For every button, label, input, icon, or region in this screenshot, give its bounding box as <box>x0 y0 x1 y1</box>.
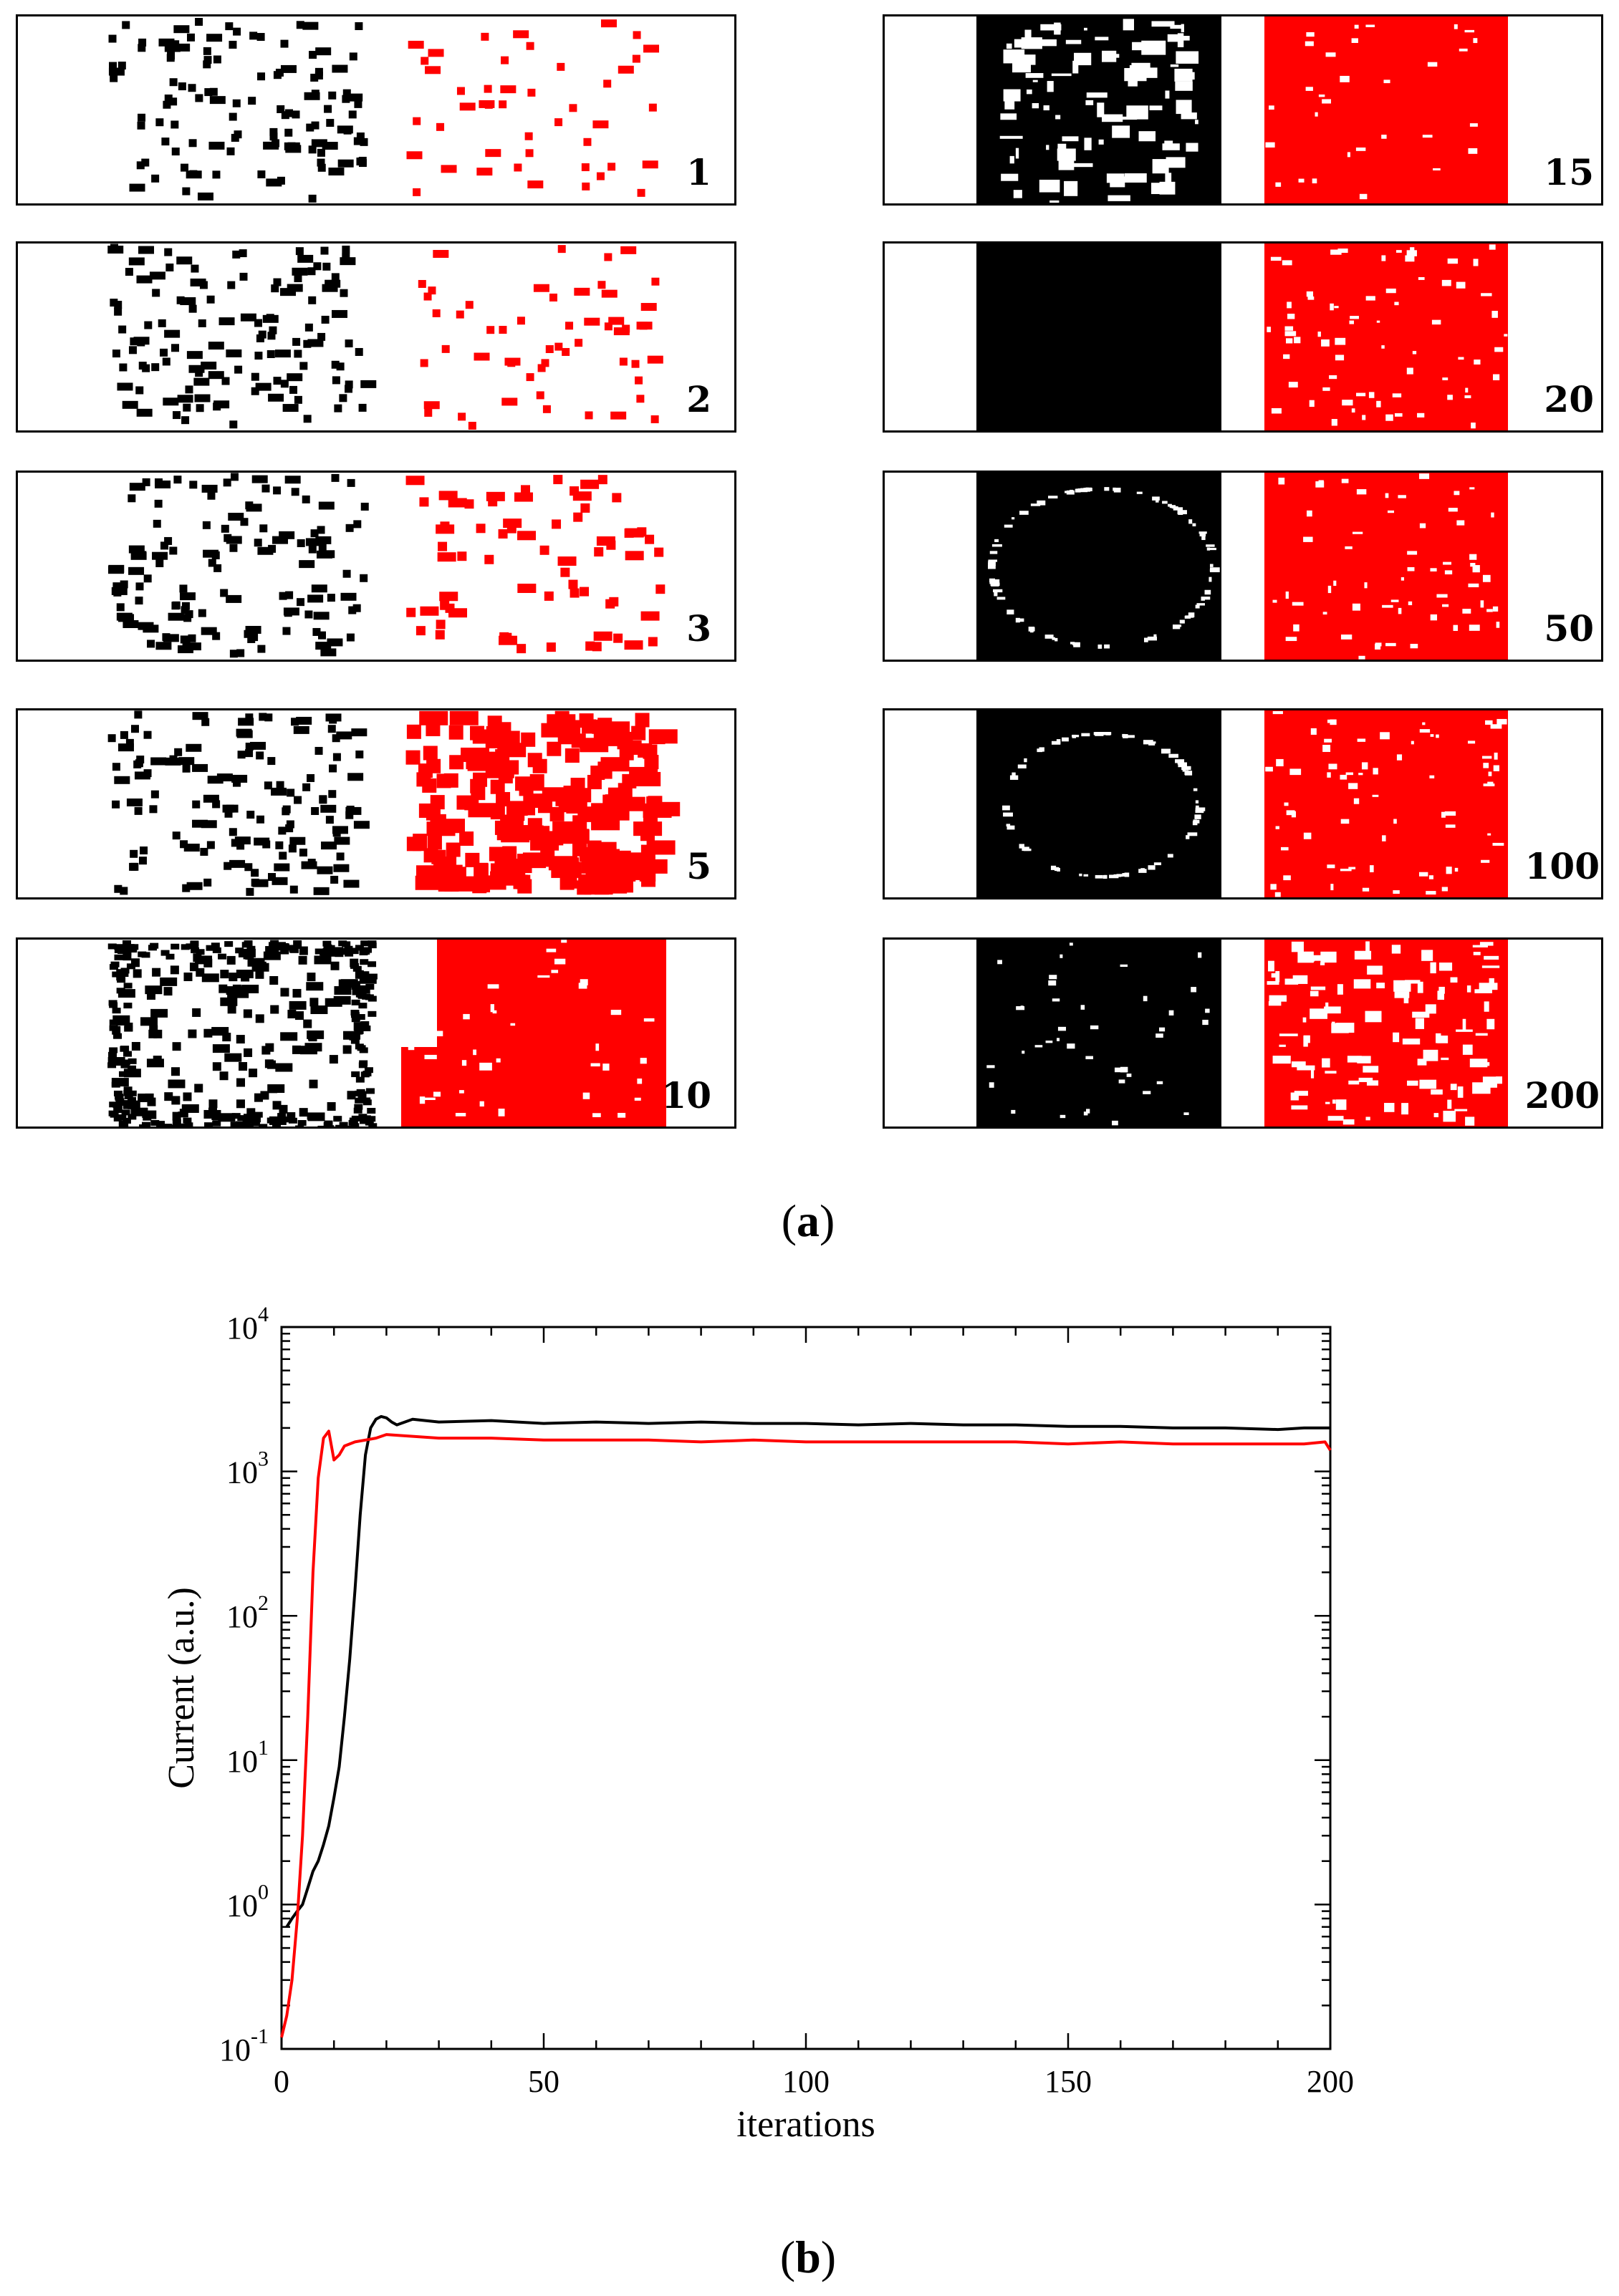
snapshot-image <box>107 710 681 896</box>
iteration-label: 100 <box>1524 845 1600 887</box>
series-line-red <box>280 1429 1332 2038</box>
y-tick-base: 10 <box>226 1888 258 1923</box>
iteration-label: 1 <box>686 151 711 193</box>
caption-b-open: ( <box>779 2232 796 2282</box>
snapshot-panel-iter-3: 3 <box>16 471 736 662</box>
caption-a-letter: a <box>797 1195 820 1246</box>
series-line-black <box>285 1414 1330 1928</box>
snapshot-image <box>976 243 1508 430</box>
iteration-label: 50 <box>1544 607 1594 650</box>
x-tick-label: 0 <box>274 2064 289 2099</box>
x-tick-label: 100 <box>782 2064 830 2099</box>
series-layer <box>280 1414 1332 2038</box>
y-tick-base: 10 <box>226 1599 258 1634</box>
snapshot-image <box>976 710 1508 897</box>
y-tick-label: 10-1 <box>219 2025 269 2068</box>
caption-b-letter: b <box>795 2232 821 2282</box>
caption-a: (a) <box>736 1195 880 1248</box>
snapshot-image <box>976 16 1508 203</box>
y-tick-exponent: 0 <box>258 1880 269 1904</box>
y-tick-exponent: 1 <box>258 1736 269 1760</box>
iteration-label: 10 <box>661 1074 711 1116</box>
y-tick-exponent: 2 <box>258 1591 269 1615</box>
snapshot-image <box>108 17 660 203</box>
y-tick-base: 10 <box>219 2032 251 2068</box>
x-tick-label: 50 <box>528 2064 559 2099</box>
snapshot-panel-iter-100: 100 <box>883 708 1603 899</box>
snapshot-image <box>976 940 1508 1127</box>
y-tick-base: 10 <box>226 1455 258 1490</box>
y-tick-label: 103 <box>226 1447 269 1490</box>
x-axis: 0 50 100 150 200 <box>274 1327 1354 2099</box>
x-tick-label: 200 <box>1307 2064 1354 2099</box>
snapshot-image <box>107 940 666 1127</box>
iteration-label: 5 <box>686 845 711 887</box>
y-tick-label: 102 <box>226 1591 269 1634</box>
snapshot-panel-iter-1: 1 <box>16 14 736 206</box>
iteration-label: 200 <box>1524 1074 1600 1116</box>
y-tick-exponent: -1 <box>251 2025 269 2048</box>
y-tick-base: 10 <box>226 1311 258 1346</box>
snapshot-panel-iter-10: 10 <box>16 937 736 1129</box>
y-tick-exponent: 4 <box>258 1303 269 1326</box>
snapshot-panel-iter-15: 15 <box>883 14 1603 206</box>
x-axis-label: iterations <box>736 2104 875 2145</box>
snapshot-panel-iter-5: 5 <box>16 708 736 899</box>
iteration-label: 2 <box>686 378 711 420</box>
plot-frame <box>280 1326 1332 2050</box>
iteration-label: 3 <box>686 607 711 650</box>
caption-b-close: ) <box>820 2232 837 2282</box>
snapshot-image <box>108 473 666 658</box>
y-axis-label: Current (a.u.) <box>161 1587 202 1789</box>
caption-a-open: ( <box>781 1195 797 1246</box>
caption-b: (b) <box>736 2231 880 2284</box>
snapshot-image <box>107 243 663 430</box>
snapshot-image <box>976 473 1508 660</box>
y-tick-label: 101 <box>226 1736 269 1779</box>
caption-a-close: ) <box>820 1195 835 1246</box>
x-tick-label: 150 <box>1044 2064 1092 2099</box>
iteration-label: 15 <box>1544 151 1594 193</box>
y-tick-exponent: 3 <box>258 1447 269 1471</box>
y-tick-label: 100 <box>226 1880 269 1923</box>
snapshot-panel-iter-2: 2 <box>16 241 736 433</box>
y-tick-label: 104 <box>226 1303 269 1346</box>
snapshot-panel-iter-200: 200 <box>883 937 1603 1129</box>
y-tick-base: 10 <box>226 1744 258 1779</box>
snapshot-panel-iter-20: 20 <box>883 241 1603 433</box>
snapshot-panel-iter-50: 50 <box>883 471 1603 662</box>
iteration-label: 20 <box>1544 378 1594 420</box>
